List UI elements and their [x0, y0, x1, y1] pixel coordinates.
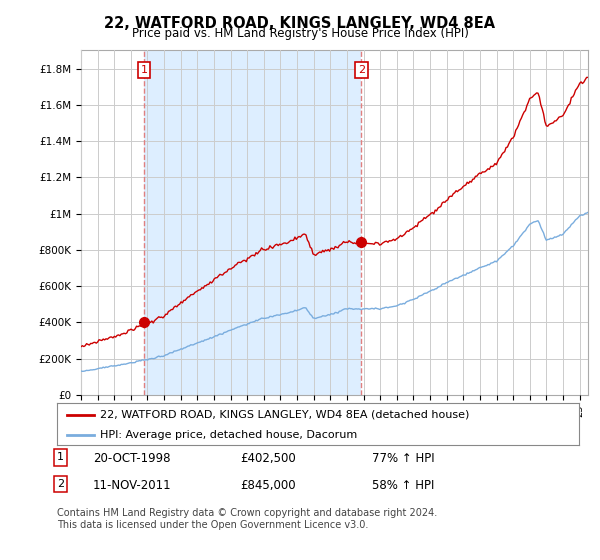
Text: 1: 1	[57, 452, 64, 463]
Bar	[144, 50, 361, 395]
Text: 77% ↑ HPI: 77% ↑ HPI	[372, 452, 434, 465]
Text: 20-OCT-1998: 20-OCT-1998	[93, 452, 170, 465]
Text: 58% ↑ HPI: 58% ↑ HPI	[372, 479, 434, 492]
Text: £845,000: £845,000	[240, 479, 296, 492]
Text: 2: 2	[358, 65, 365, 75]
Text: 22, WATFORD ROAD, KINGS LANGLEY, WD4 8EA (detached house): 22, WATFORD ROAD, KINGS LANGLEY, WD4 8EA…	[100, 409, 469, 419]
Text: 1: 1	[140, 65, 148, 75]
Text: 22, WATFORD ROAD, KINGS LANGLEY, WD4 8EA: 22, WATFORD ROAD, KINGS LANGLEY, WD4 8EA	[104, 16, 496, 31]
Text: Contains HM Land Registry data © Crown copyright and database right 2024.
This d: Contains HM Land Registry data © Crown c…	[57, 508, 437, 530]
Text: 2: 2	[57, 479, 64, 489]
Text: Price paid vs. HM Land Registry's House Price Index (HPI): Price paid vs. HM Land Registry's House …	[131, 27, 469, 40]
Text: £402,500: £402,500	[240, 452, 296, 465]
Text: 11-NOV-2011: 11-NOV-2011	[93, 479, 172, 492]
Text: HPI: Average price, detached house, Dacorum: HPI: Average price, detached house, Daco…	[100, 430, 357, 440]
